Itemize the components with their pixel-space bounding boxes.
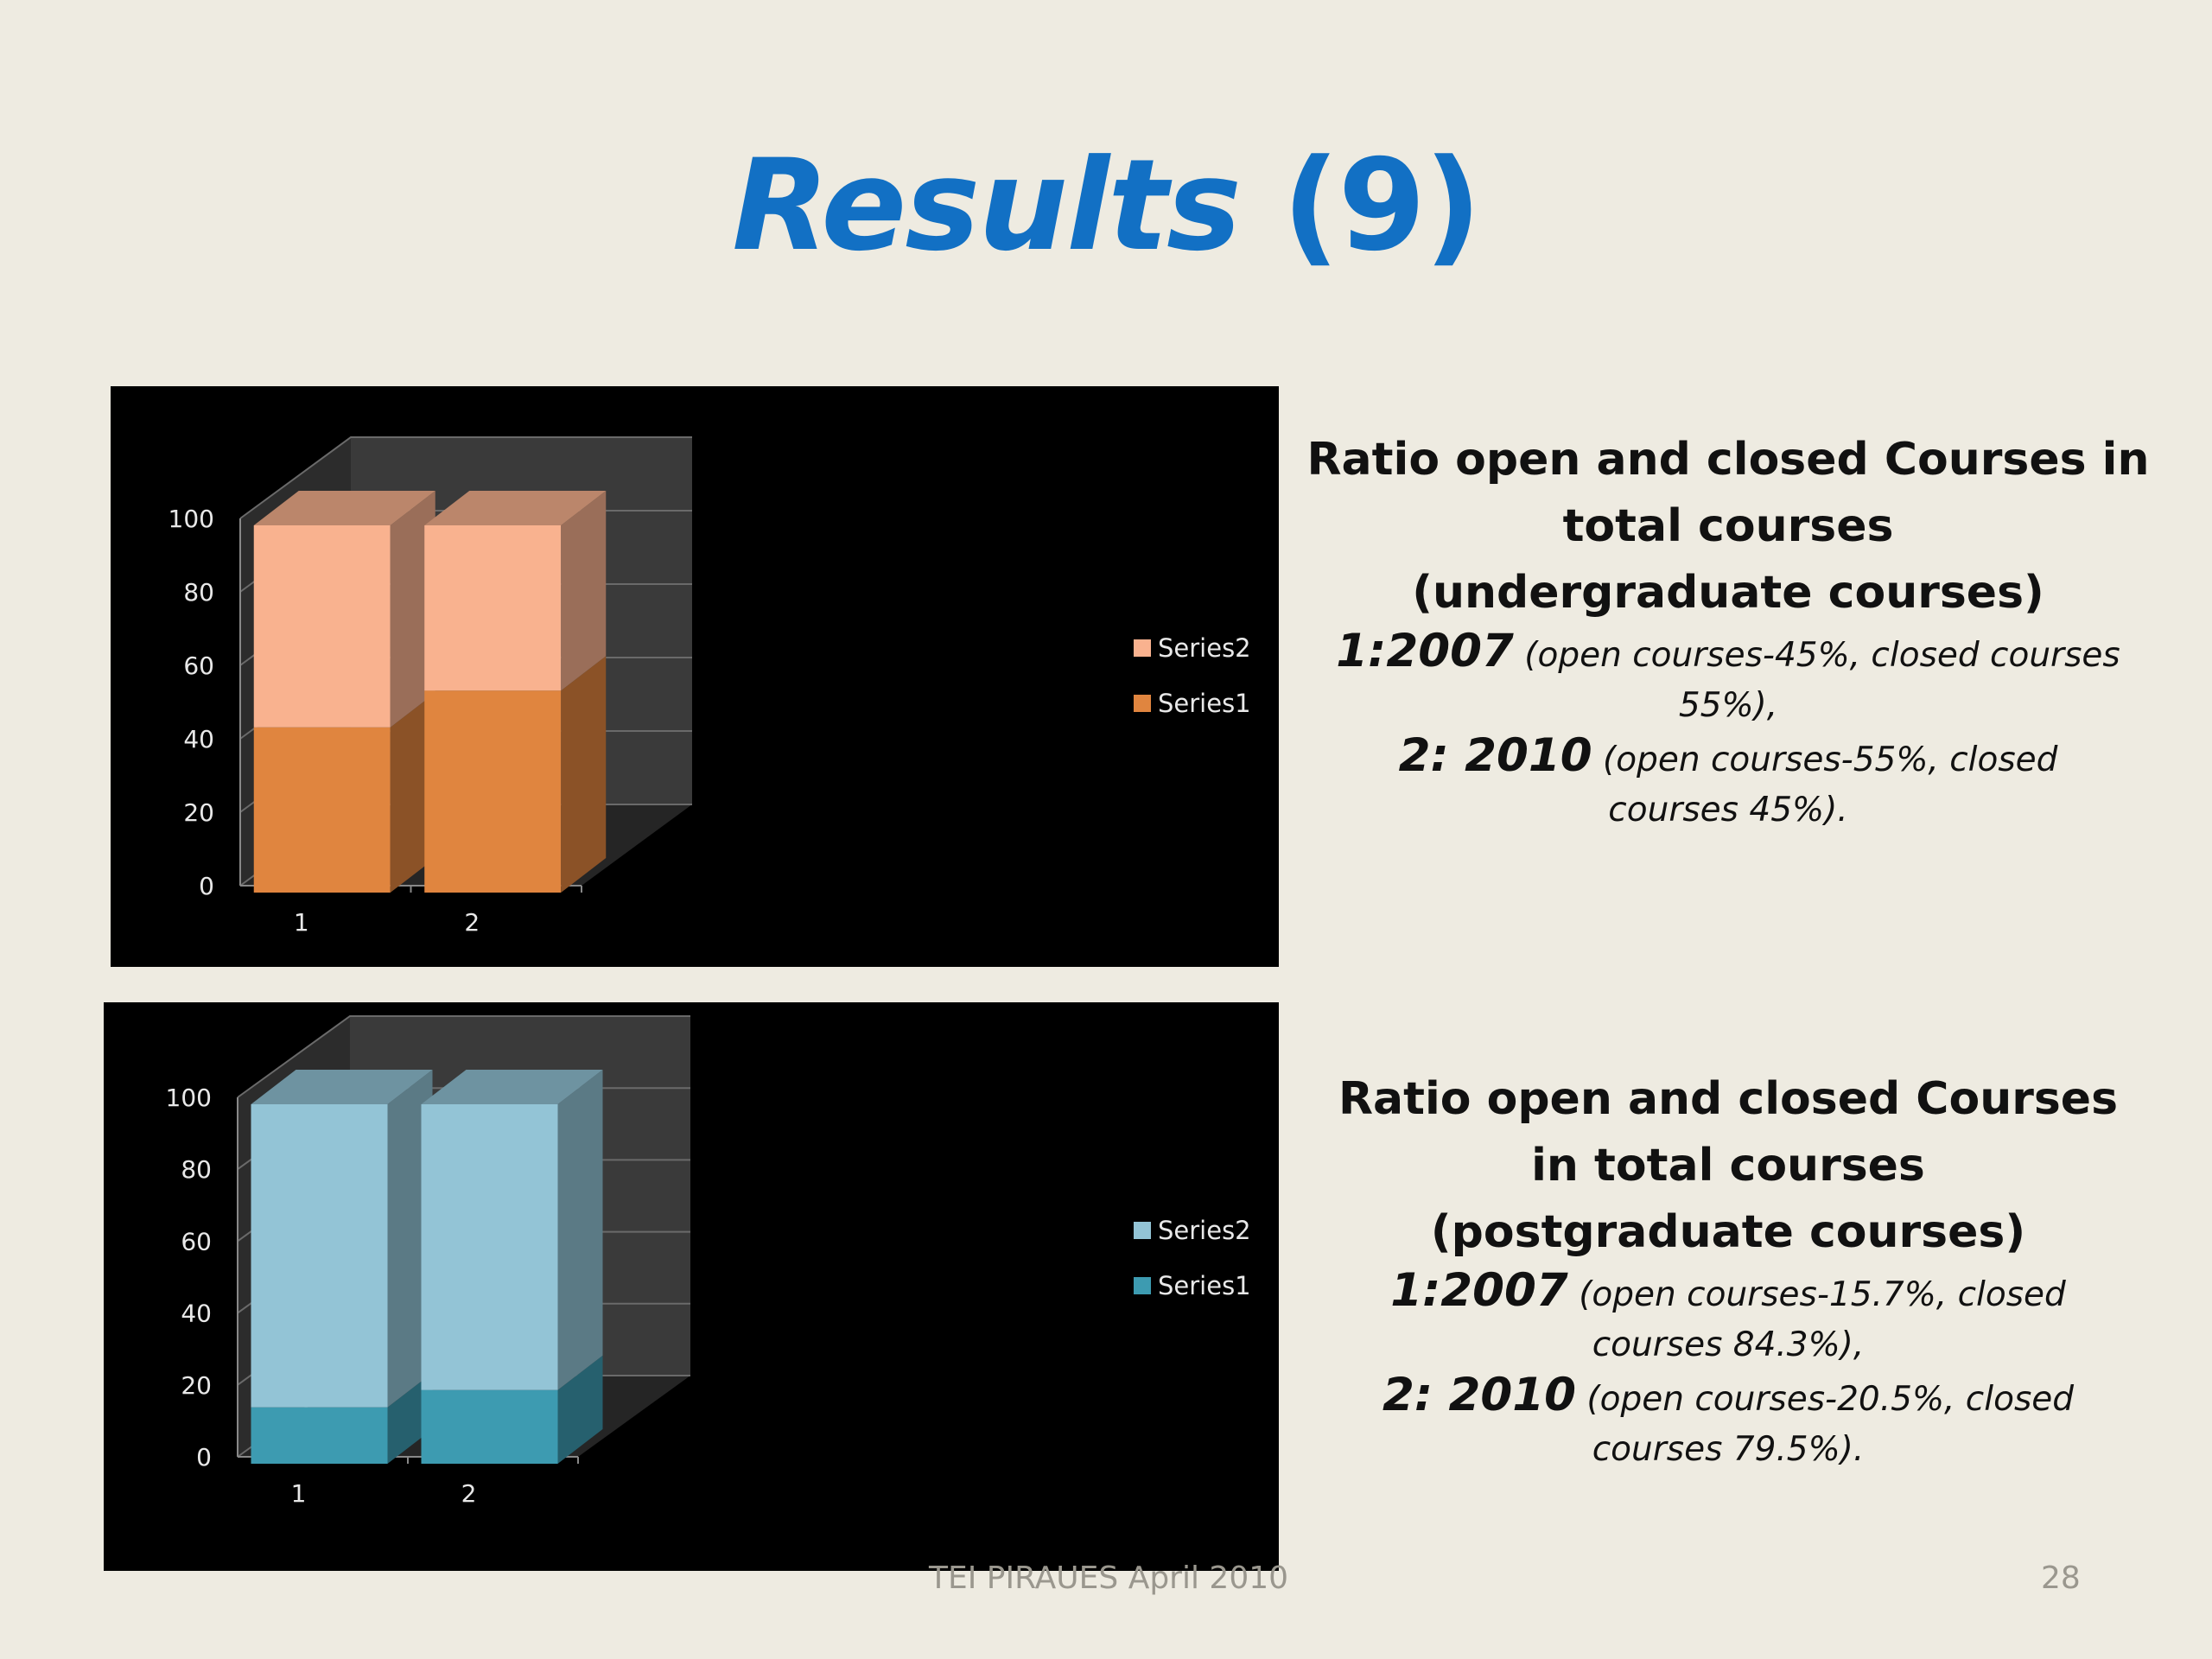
chart-postgraduate: 0 20 40 60 80 100 1 2 Series2 Series1	[104, 1002, 1279, 1571]
y-tick-label: 20	[183, 798, 214, 827]
y-tick-label: 40	[183, 725, 214, 753]
description-heading-line: (postgraduate courses)	[1430, 1206, 2026, 1258]
page-number: 28	[2041, 1560, 2081, 1596]
description-year: 1:2007	[1336, 625, 1514, 677]
bar-series2-top	[421, 1070, 603, 1104]
bar-series2-front	[253, 525, 391, 728]
bar-series2-front	[421, 1104, 558, 1390]
y-tick-label: 0	[199, 872, 214, 900]
y-tick-label: 80	[183, 578, 214, 607]
y-tick-label: 100	[168, 505, 214, 533]
legend-label: Series1	[1158, 689, 1251, 718]
slide-title-number: (9)	[1281, 132, 1482, 279]
description-heading-line: Ratio open and closed Courses	[1338, 1073, 2119, 1125]
bar-series1-side	[561, 656, 607, 893]
description-undergraduate: Ratio open and closed Courses in total c…	[1287, 427, 2169, 836]
description-postgraduate: Ratio open and closed Courses in total c…	[1287, 1066, 2169, 1475]
chart-undergraduate: 0 20 40 60 80 100 1 2 Series2 Series1	[111, 386, 1279, 967]
description-detail: (open courses-45%, closed courses 55%),	[1513, 636, 2120, 725]
legend-swatch	[1134, 1277, 1151, 1294]
y-tick-label: 20	[181, 1371, 212, 1400]
bar-series2-side	[557, 1070, 603, 1390]
chart-postgraduate-svg: 0 20 40 60 80 100 1 2 Series2 Series1	[166, 1015, 1251, 1508]
x-tick-label: 1	[291, 1479, 307, 1508]
bar-series2-side	[561, 491, 607, 691]
y-tick-label: 60	[183, 652, 214, 680]
description-detail: (open courses-15.7%, closed courses 84.3…	[1567, 1275, 2066, 1364]
bar-series2-front	[424, 525, 562, 691]
slide-title: Results (9)	[0, 128, 2212, 283]
x-tick-label: 2	[461, 1479, 477, 1508]
description-heading-line: (undergraduate courses)	[1412, 567, 2044, 619]
legend-label: Series2	[1158, 633, 1251, 663]
legend-label: Series1	[1158, 1271, 1251, 1300]
x-tick-label: 2	[464, 908, 480, 937]
y-tick-label: 60	[181, 1227, 212, 1255]
y-tick-label: 100	[166, 1084, 212, 1112]
slide-title-main: Results	[732, 132, 1242, 279]
bar-series1-front	[251, 1407, 388, 1464]
bar-series2-front	[251, 1104, 388, 1408]
description-year: 1:2007	[1390, 1264, 1568, 1317]
chart-undergraduate-svg: 0 20 40 60 80 100 1 2 Series2 Series1	[168, 436, 1251, 937]
y-tick-label: 40	[181, 1300, 212, 1328]
gridline	[237, 1015, 690, 1098]
gridline	[239, 436, 692, 519]
legend-swatch	[1134, 1222, 1151, 1239]
bar-series2-top	[424, 491, 607, 525]
description-year: 2: 2010	[1382, 1369, 1577, 1421]
description-detail: (open courses-20.5%, closed courses 79.5…	[1576, 1380, 2075, 1469]
description-heading-line: in total courses	[1531, 1140, 1925, 1192]
bar-series1-side	[390, 692, 435, 893]
legend-swatch	[1134, 695, 1151, 712]
x-tick-label: 1	[294, 908, 309, 937]
description-year: 2: 2010	[1398, 729, 1592, 782]
bar-series2-side	[390, 491, 435, 728]
y-tick-label: 0	[196, 1443, 212, 1471]
description-item: 1:2007 (open courses-15.7%, closed cours…	[1287, 1266, 2169, 1370]
bar-series2-top	[253, 491, 435, 525]
description-item: 2: 2010 (open courses-20.5%, closed cour…	[1287, 1370, 2169, 1475]
legend-swatch	[1134, 639, 1151, 657]
bar-series1-front	[424, 690, 562, 893]
footer-text: TEI PIRAUES April 2010	[929, 1560, 1289, 1596]
legend-label: Series2	[1158, 1216, 1251, 1245]
description-detail: (open courses-55%, closed courses 45%).	[1592, 741, 2058, 830]
description-item: 2: 2010 (open courses-55%, closed course…	[1287, 731, 2169, 836]
bar-series1-side	[557, 1355, 603, 1464]
y-tick-label: 80	[181, 1155, 212, 1184]
bar-series1-front	[253, 727, 391, 893]
bar-series2-top	[251, 1070, 433, 1104]
description-heading-line: total courses	[1562, 500, 1894, 552]
description-heading-line: Ratio open and closed Courses in	[1306, 434, 2150, 486]
bar-series1-front	[421, 1389, 558, 1464]
description-item: 1:2007 (open courses-45%, closed courses…	[1287, 626, 2169, 731]
